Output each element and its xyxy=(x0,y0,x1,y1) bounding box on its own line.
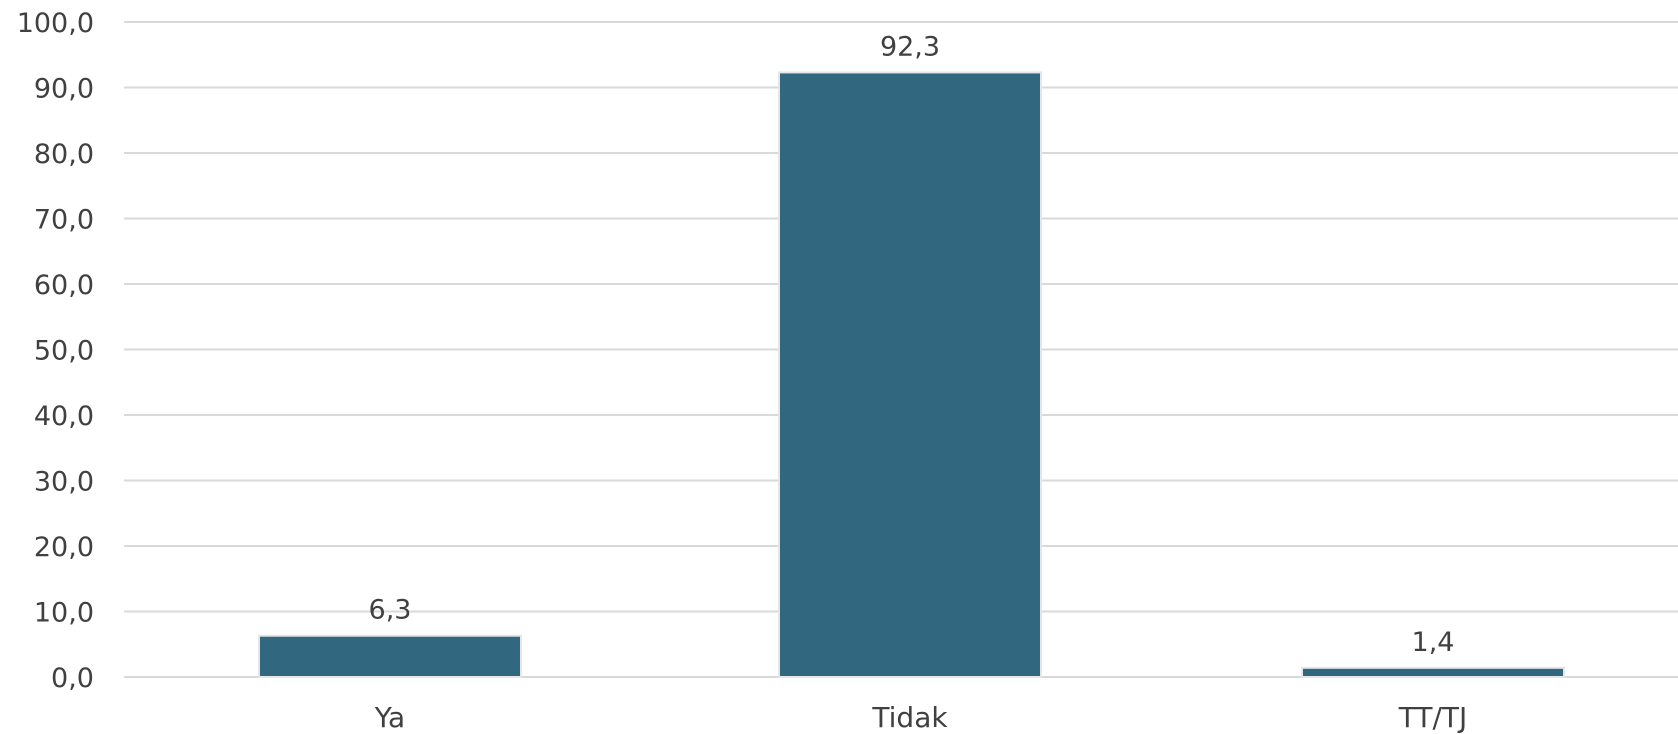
y-tick-label: 50,0 xyxy=(34,336,94,367)
y-tick-label: 80,0 xyxy=(34,139,94,170)
bars xyxy=(258,71,1565,679)
y-tick-label: 10,0 xyxy=(34,598,94,629)
data-label: 1,4 xyxy=(1412,627,1455,658)
y-tick-label: 0,0 xyxy=(51,663,94,694)
x-axis-category-labels: Ya Tidak TT/TJ xyxy=(374,701,1467,734)
x-category-label: Tidak xyxy=(871,701,948,734)
x-category-label: TT/TJ xyxy=(1398,701,1468,734)
y-tick-label: 70,0 xyxy=(34,205,94,236)
y-tick-label: 60,0 xyxy=(34,270,94,301)
y-tick-label: 20,0 xyxy=(34,532,94,563)
data-label: 6,3 xyxy=(369,595,412,626)
data-labels: 6,3 92,3 1,4 xyxy=(369,31,1455,657)
bar-tt-tj xyxy=(1301,666,1565,679)
bar-tidak xyxy=(778,71,1042,678)
y-axis-tick-labels: 0,0 10,0 20,0 30,0 40,0 50,0 60,0 70,0 80,0 90,0 1… xyxy=(17,8,94,694)
data-label: 92,3 xyxy=(880,31,940,62)
y-tick-label: 90,0 xyxy=(34,74,94,105)
y-tick-label: 100,0 xyxy=(17,8,94,39)
bar-ya xyxy=(258,634,522,678)
y-tick-label: 40,0 xyxy=(34,401,94,432)
x-category-label: Ya xyxy=(374,701,405,734)
y-tick-label: 30,0 xyxy=(34,467,94,498)
